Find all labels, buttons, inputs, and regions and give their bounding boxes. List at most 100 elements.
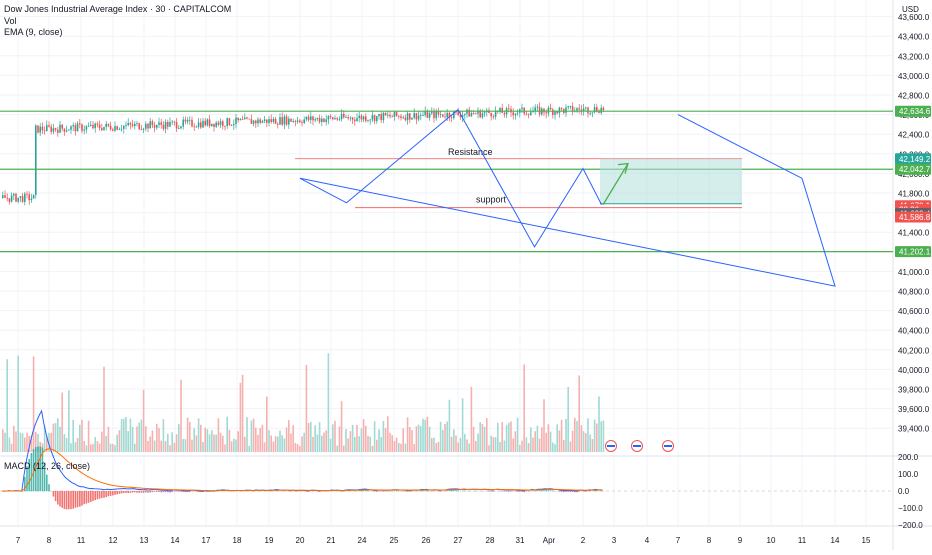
volume-bar <box>383 421 385 452</box>
macd-histogram-bar <box>567 491 569 492</box>
volume-bar <box>218 418 220 452</box>
time-tick-label: 12 <box>109 536 118 545</box>
candle-body <box>24 194 26 202</box>
axes: USD43,600.043,400.043,200.043,000.042,80… <box>16 5 930 545</box>
time-tick-label: 19 <box>265 536 274 545</box>
candle-body <box>88 126 90 127</box>
candle-body <box>242 119 244 120</box>
macd-histogram-bar <box>88 491 90 503</box>
price-tick-label: 43,400.0 <box>898 33 930 42</box>
candle-body <box>154 125 156 127</box>
pattern-zigzag <box>300 110 835 286</box>
volume-bar <box>237 431 239 452</box>
macd-histogram-bar <box>424 491 426 492</box>
time-tick-label: 8 <box>47 536 52 545</box>
volume-bar <box>334 421 336 452</box>
volume-bar <box>453 429 455 452</box>
volume-bar <box>147 441 149 452</box>
candle-body <box>134 124 136 126</box>
target-zone-rect <box>600 159 742 204</box>
candle-body <box>534 107 536 111</box>
volume-bar <box>567 387 569 452</box>
macd-histogram-bar <box>376 491 378 492</box>
candle-body <box>352 118 354 120</box>
candle-body <box>581 110 583 111</box>
volume-bar <box>33 356 35 452</box>
volume-bar <box>361 429 363 452</box>
macd-histogram-bar <box>180 491 182 492</box>
volume-bar <box>482 424 484 452</box>
candle-body <box>559 108 561 114</box>
price-tick-label: 41,000.0 <box>898 268 930 277</box>
candle-body <box>312 116 314 120</box>
volume-bar <box>248 446 250 452</box>
candle-body <box>528 114 530 115</box>
volume-bar <box>418 425 420 452</box>
macd-histogram-bar <box>411 491 413 492</box>
candle-body <box>66 130 68 131</box>
time-tick-label: 20 <box>296 536 305 545</box>
macd-histogram-bar <box>127 491 129 493</box>
candle-body <box>37 125 39 132</box>
volume-bar <box>350 431 352 452</box>
volume-bar <box>486 418 488 452</box>
candle-body <box>119 129 121 130</box>
volume-bar <box>317 434 319 452</box>
volume-bar <box>235 440 237 452</box>
candle-body <box>603 108 605 110</box>
candle-body <box>369 120 371 121</box>
volume-bar <box>273 442 275 452</box>
macd-histogram-bar <box>453 490 455 491</box>
candle-body <box>44 130 46 131</box>
macd-histogram-bar <box>105 491 107 497</box>
candle-body <box>33 195 35 199</box>
candle-body <box>215 123 217 127</box>
candle-body <box>240 119 242 120</box>
candle-body <box>308 117 310 120</box>
volume-bar <box>416 426 418 452</box>
candle-body <box>576 108 578 110</box>
candle-body <box>444 117 446 118</box>
candle-body <box>367 120 369 121</box>
candle-body <box>310 116 312 119</box>
macd-histogram-bar <box>559 491 561 492</box>
volume-bar <box>328 353 330 452</box>
volume-bar <box>209 434 211 452</box>
candle-body <box>105 124 107 127</box>
price-badge-label: 42,042.7 <box>899 165 931 174</box>
volume-bar <box>596 423 598 452</box>
volume-bar <box>508 423 510 452</box>
volume-bar <box>563 440 565 452</box>
macd-histogram-bar <box>178 491 180 492</box>
candle-body <box>451 117 453 118</box>
volume-bar <box>301 436 303 452</box>
candle-body <box>543 109 545 113</box>
candle-body <box>64 129 66 132</box>
volume-bar <box>9 437 11 452</box>
volume-bar <box>215 435 217 452</box>
macd-histogram-bar <box>464 491 466 492</box>
volume-bar <box>440 422 442 452</box>
candle-body <box>145 124 147 129</box>
candle-body <box>99 125 101 128</box>
macd-histogram-bar <box>519 491 521 492</box>
macd-histogram-bar <box>163 491 165 492</box>
candle-body <box>356 118 358 121</box>
price-tick-label: 42,400.0 <box>898 131 930 140</box>
volume-bar <box>464 434 466 452</box>
candle-body <box>328 116 330 119</box>
volume-bar <box>438 442 440 452</box>
volume-legend: Vol <box>4 16 17 27</box>
macd-histogram-bar <box>165 491 167 492</box>
time-tick-label: 11 <box>77 536 86 545</box>
macd-histogram-bar <box>407 491 409 492</box>
candle-body <box>31 199 33 201</box>
candle-body <box>176 122 178 128</box>
candle-body <box>281 117 283 124</box>
candle-body <box>334 118 336 119</box>
macd-histogram-bar <box>116 491 118 494</box>
candle-body <box>548 108 550 114</box>
volume-bar <box>196 435 198 452</box>
